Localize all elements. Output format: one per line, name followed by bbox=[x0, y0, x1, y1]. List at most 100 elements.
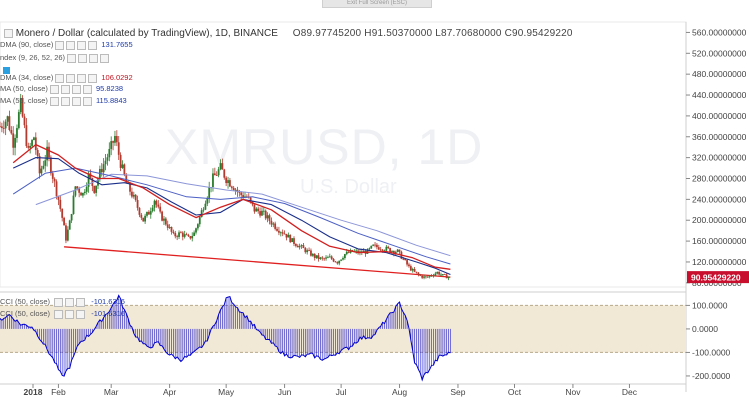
candle-body bbox=[78, 188, 81, 193]
candle-body bbox=[441, 274, 444, 275]
candle-body bbox=[300, 245, 303, 246]
format-box-icon[interactable] bbox=[89, 53, 99, 63]
format-box-icon[interactable] bbox=[77, 40, 87, 50]
candle-body bbox=[270, 220, 273, 225]
indicator-row: DMA (34, close) 106.0292 bbox=[0, 73, 133, 83]
candle-body bbox=[206, 197, 209, 204]
candle-body bbox=[49, 157, 52, 174]
candle-body bbox=[161, 211, 163, 221]
close-box-icon[interactable] bbox=[88, 73, 98, 83]
visibility-box-icon[interactable] bbox=[66, 40, 76, 50]
candle-body bbox=[25, 125, 28, 147]
candle-body bbox=[180, 232, 182, 234]
candle-body bbox=[8, 116, 11, 131]
candle-body bbox=[178, 232, 180, 237]
candle-body bbox=[48, 146, 50, 158]
ma50-line bbox=[12, 157, 451, 276]
y-tick-label: 360.00000000 bbox=[692, 132, 747, 142]
candle-body bbox=[131, 191, 133, 197]
current-price-label: 90.95429220 bbox=[691, 273, 741, 283]
visibility-box-icon[interactable] bbox=[60, 84, 70, 94]
close-box-icon[interactable] bbox=[88, 40, 98, 50]
trendline-layer bbox=[64, 246, 451, 278]
candle-body bbox=[278, 230, 280, 233]
symbol-title: Monero / Dollar (calculated by TradingVi… bbox=[15, 28, 278, 39]
settings-box-icon[interactable] bbox=[67, 53, 77, 63]
candle-body bbox=[261, 210, 263, 216]
candle-body bbox=[413, 269, 416, 272]
candle-body bbox=[51, 173, 54, 179]
candle-body bbox=[217, 169, 220, 176]
settings-box-icon[interactable] bbox=[49, 96, 59, 106]
candle-body bbox=[308, 250, 310, 252]
format-box-icon[interactable] bbox=[71, 96, 81, 106]
cci-tick-label: -100.0000 bbox=[692, 347, 731, 357]
indicator-value: 115.8843 bbox=[95, 96, 127, 105]
candle-body bbox=[259, 211, 261, 216]
visibility-box-icon[interactable] bbox=[65, 297, 75, 307]
settings-box-icon[interactable] bbox=[49, 84, 59, 94]
settings-box-icon[interactable] bbox=[55, 40, 65, 50]
candle-body bbox=[132, 194, 135, 197]
y-tick-label: 520.00000000 bbox=[692, 48, 747, 58]
candle-body bbox=[415, 271, 418, 273]
close-box-icon[interactable] bbox=[76, 309, 86, 319]
exit-fullscreen-bar[interactable]: Exit Full Screen (ESC) bbox=[322, 0, 432, 8]
watermark-ticker: XMRUSD, 1D bbox=[165, 119, 484, 175]
candle-body bbox=[59, 199, 62, 209]
candle-body bbox=[42, 165, 45, 169]
candle-body bbox=[240, 192, 243, 196]
close-box-icon[interactable] bbox=[76, 297, 86, 307]
candle-body bbox=[317, 255, 320, 259]
settings-box-icon[interactable] bbox=[54, 297, 64, 307]
settings-box-icon[interactable] bbox=[54, 309, 64, 319]
candle-body bbox=[66, 229, 69, 241]
candle-body bbox=[376, 244, 378, 248]
candle-body bbox=[311, 254, 314, 256]
candle-body bbox=[106, 157, 109, 161]
visibility-box-icon[interactable] bbox=[60, 96, 70, 106]
candle-body bbox=[262, 210, 265, 212]
candle-body bbox=[426, 276, 429, 278]
candle-body bbox=[385, 246, 388, 251]
visibility-box-icon[interactable] bbox=[66, 73, 76, 83]
indicator-label: MA (50, close) bbox=[0, 84, 48, 93]
close-box-icon[interactable] bbox=[100, 53, 110, 63]
format-box-icon[interactable] bbox=[71, 84, 81, 94]
candle-body bbox=[372, 244, 375, 246]
candle-body bbox=[196, 224, 199, 229]
candle-body bbox=[108, 148, 111, 158]
candle-body bbox=[306, 250, 309, 253]
candle-body bbox=[193, 232, 196, 236]
candle-body bbox=[119, 154, 122, 168]
candle-body bbox=[44, 160, 47, 166]
candle-body bbox=[234, 189, 237, 191]
symbol-box-icon bbox=[4, 28, 13, 38]
candle-body bbox=[159, 206, 162, 212]
candle-body bbox=[402, 258, 405, 260]
cci-legend-row-2: CCI (50, close) -101.6316 bbox=[0, 309, 125, 319]
candle-body bbox=[404, 258, 407, 261]
candle-body bbox=[227, 180, 229, 184]
indicator-row: MA (55, close) 115.8843 bbox=[0, 96, 127, 106]
candle-body bbox=[185, 234, 188, 236]
candle-body bbox=[204, 203, 207, 210]
candle-body bbox=[272, 223, 275, 225]
close-box-icon[interactable] bbox=[82, 96, 92, 106]
candle-body bbox=[189, 236, 192, 239]
format-box-icon[interactable] bbox=[77, 73, 87, 83]
indicator-label: DMA (90, close) bbox=[0, 40, 54, 49]
visibility-box-icon[interactable] bbox=[65, 309, 75, 319]
candle-body bbox=[38, 155, 41, 174]
close-box-icon[interactable] bbox=[82, 84, 92, 94]
visibility-box-icon[interactable] bbox=[78, 53, 88, 63]
settings-box-icon[interactable] bbox=[55, 73, 65, 83]
candle-body bbox=[289, 234, 292, 243]
candle-body bbox=[377, 247, 380, 250]
candle-body bbox=[436, 271, 439, 274]
candle-body bbox=[219, 163, 222, 170]
candle-body bbox=[83, 191, 86, 194]
indicator-color-icon[interactable] bbox=[3, 66, 10, 74]
candle-body bbox=[2, 127, 5, 129]
